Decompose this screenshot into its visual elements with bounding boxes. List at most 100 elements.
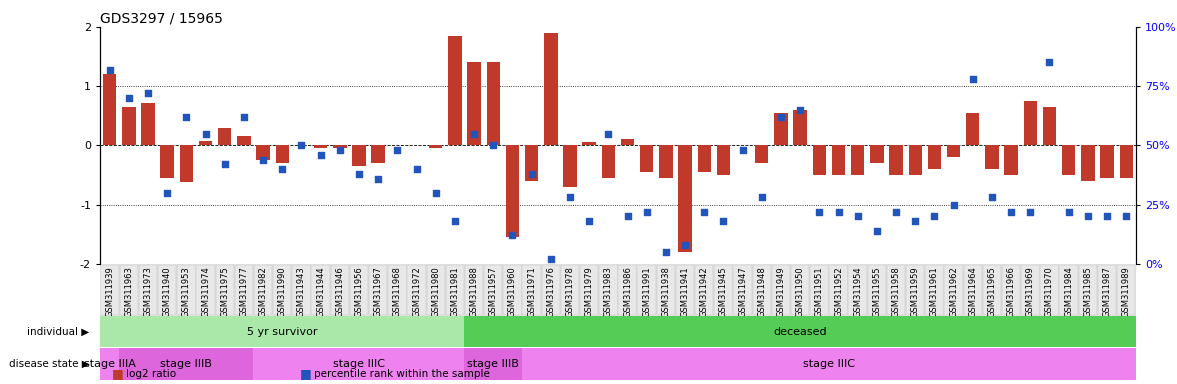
FancyBboxPatch shape <box>100 349 119 379</box>
Text: GSM311966: GSM311966 <box>1006 266 1016 317</box>
FancyBboxPatch shape <box>906 265 924 314</box>
Text: GSM311982: GSM311982 <box>259 266 267 317</box>
FancyBboxPatch shape <box>964 265 982 314</box>
FancyBboxPatch shape <box>810 265 829 314</box>
Text: GSM311971: GSM311971 <box>527 266 536 317</box>
Text: GSM311949: GSM311949 <box>777 266 785 317</box>
FancyBboxPatch shape <box>983 265 1002 314</box>
Bar <box>985 146 998 169</box>
Point <box>637 209 656 215</box>
FancyBboxPatch shape <box>867 265 886 314</box>
Text: ■: ■ <box>112 367 124 380</box>
Bar <box>812 146 826 175</box>
Bar <box>544 33 558 146</box>
Text: GSM311941: GSM311941 <box>680 266 690 317</box>
Text: stage IIIB: stage IIIB <box>467 359 519 369</box>
FancyBboxPatch shape <box>618 265 637 314</box>
FancyBboxPatch shape <box>119 349 253 379</box>
Point <box>867 228 886 234</box>
Point <box>810 209 829 215</box>
Bar <box>851 146 864 175</box>
FancyBboxPatch shape <box>560 265 579 314</box>
Bar <box>927 146 942 169</box>
Point <box>963 76 982 82</box>
Text: GSM311984: GSM311984 <box>1064 266 1073 317</box>
Bar <box>333 146 346 148</box>
Text: GSM311978: GSM311978 <box>565 266 574 317</box>
Point <box>1020 209 1039 215</box>
Text: GSM311958: GSM311958 <box>891 266 900 317</box>
Bar <box>275 146 290 163</box>
Text: GSM311938: GSM311938 <box>661 266 671 317</box>
Text: individual ▶: individual ▶ <box>27 327 89 337</box>
Point <box>733 147 752 153</box>
FancyBboxPatch shape <box>178 265 195 314</box>
Bar <box>428 146 443 148</box>
Point <box>254 157 273 163</box>
Text: GSM311959: GSM311959 <box>911 266 919 317</box>
FancyBboxPatch shape <box>849 265 867 314</box>
FancyBboxPatch shape <box>714 265 732 314</box>
FancyBboxPatch shape <box>292 265 311 314</box>
Bar <box>717 146 730 175</box>
Bar <box>564 146 577 187</box>
Bar <box>372 146 385 163</box>
Bar <box>314 146 327 148</box>
Point <box>752 194 771 200</box>
Bar <box>774 113 787 146</box>
Text: GSM311988: GSM311988 <box>470 266 479 317</box>
Bar <box>1119 146 1133 178</box>
Point <box>426 190 445 196</box>
Text: GSM311980: GSM311980 <box>431 266 440 317</box>
Text: GSM311939: GSM311939 <box>105 266 114 317</box>
Text: GSM311976: GSM311976 <box>546 266 556 317</box>
Point <box>657 249 676 255</box>
Point <box>215 161 234 167</box>
Bar <box>141 103 154 146</box>
FancyBboxPatch shape <box>350 265 368 314</box>
FancyBboxPatch shape <box>580 265 598 314</box>
Point <box>139 90 158 96</box>
Point <box>560 194 579 200</box>
Text: GSM311973: GSM311973 <box>144 266 153 317</box>
FancyBboxPatch shape <box>925 265 944 314</box>
Text: GSM311985: GSM311985 <box>1083 266 1092 317</box>
FancyBboxPatch shape <box>791 265 810 314</box>
FancyBboxPatch shape <box>944 265 963 314</box>
FancyBboxPatch shape <box>752 265 771 314</box>
Point <box>1117 214 1136 220</box>
Point <box>368 175 387 182</box>
Text: stage IIIA: stage IIIA <box>84 359 135 369</box>
FancyBboxPatch shape <box>197 265 214 314</box>
Bar <box>180 146 193 182</box>
Text: GSM311952: GSM311952 <box>834 266 843 317</box>
Text: GSM311970: GSM311970 <box>1045 266 1053 317</box>
Bar <box>640 146 653 172</box>
Text: log2 ratio: log2 ratio <box>126 369 177 379</box>
Point <box>772 114 791 120</box>
FancyBboxPatch shape <box>465 265 484 314</box>
Point <box>292 142 311 149</box>
FancyBboxPatch shape <box>772 265 790 314</box>
FancyBboxPatch shape <box>312 265 330 314</box>
Bar <box>506 146 519 237</box>
Point <box>177 114 195 120</box>
Point <box>1059 209 1078 215</box>
FancyBboxPatch shape <box>426 265 445 314</box>
Bar <box>890 146 903 175</box>
FancyBboxPatch shape <box>1059 265 1078 314</box>
Text: 5 yr survivor: 5 yr survivor <box>247 327 318 337</box>
FancyBboxPatch shape <box>523 265 540 314</box>
Bar <box>659 146 672 178</box>
Point <box>944 202 963 208</box>
Text: GSM311944: GSM311944 <box>317 266 325 317</box>
Point <box>158 190 177 196</box>
Text: GSM311943: GSM311943 <box>297 266 306 317</box>
FancyBboxPatch shape <box>484 265 503 314</box>
Point <box>234 114 253 120</box>
FancyBboxPatch shape <box>331 265 350 314</box>
Bar <box>467 63 480 146</box>
Point <box>465 131 484 137</box>
Text: GDS3297 / 15965: GDS3297 / 15965 <box>100 12 222 26</box>
FancyBboxPatch shape <box>696 265 713 314</box>
